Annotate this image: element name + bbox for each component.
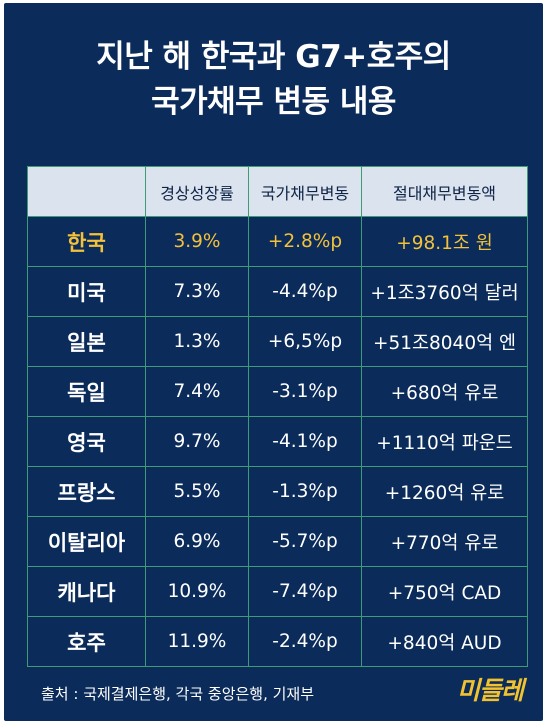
growth-cell: 7.3% bbox=[145, 266, 249, 317]
growth-cell: 5.5% bbox=[145, 466, 249, 517]
growth-cell: 3.9% bbox=[145, 216, 249, 267]
country-cell: 캐나다 bbox=[27, 566, 146, 617]
growth-cell: 9.7% bbox=[145, 416, 249, 467]
absolute-change-cell: +750억 CAD bbox=[361, 566, 528, 617]
table-row: 한국 3.9% +2.8%p +98.1조 원 bbox=[27, 216, 528, 267]
header-absolute-change: 절대채무변동액 bbox=[361, 166, 528, 217]
table-header-row: 경상성장률 국가채무변동 절대채무변동액 bbox=[27, 166, 528, 217]
country-cell: 미국 bbox=[27, 266, 146, 317]
source-note: 출처 : 국제결제은행, 각국 중앙은행, 기재부 bbox=[41, 685, 315, 703]
absolute-change-cell: +1260억 유로 bbox=[361, 466, 528, 517]
country-cell: 일본 bbox=[27, 316, 146, 367]
title-line-1: 지난 해 한국과 G7+호주의 bbox=[96, 39, 451, 75]
table-row: 호주 11.9% -2.4%p +840억 AUD bbox=[27, 616, 528, 667]
growth-cell: 7.4% bbox=[145, 366, 249, 417]
absolute-change-cell: +98.1조 원 bbox=[361, 216, 528, 267]
table-row: 미국 7.3% -4.4%p +1조3760억 달러 bbox=[27, 266, 528, 317]
country-cell: 한국 bbox=[27, 216, 146, 267]
debt-table: 경상성장률 국가채무변동 절대채무변동액 한국 3.9% +2.8%p +98.1조 … bbox=[27, 166, 528, 667]
table-row: 이탈리아 6.9% -5.7%p +770억 유로 bbox=[27, 516, 528, 567]
country-cell: 프랑스 bbox=[27, 466, 146, 517]
table-row: 캐나다 10.9% -7.4%p +750억 CAD bbox=[27, 566, 528, 617]
brand-logo: 미들레 bbox=[457, 676, 524, 705]
growth-cell: 1.3% bbox=[145, 316, 249, 367]
debt-change-cell: -7.4%p bbox=[248, 566, 362, 617]
table-row: 일본 1.3% +6,5%p +51조8040억 엔 bbox=[27, 316, 528, 367]
debt-change-cell: +2.8%p bbox=[248, 216, 362, 267]
country-cell: 독일 bbox=[27, 366, 146, 417]
debt-change-cell: -4.4%p bbox=[248, 266, 362, 317]
country-cell: 영국 bbox=[27, 416, 146, 467]
debt-change-cell: -4.1%p bbox=[248, 416, 362, 467]
growth-cell: 11.9% bbox=[145, 616, 249, 667]
absolute-change-cell: +680억 유로 bbox=[361, 366, 528, 417]
debt-change-cell: -3.1%p bbox=[248, 366, 362, 417]
absolute-change-cell: +770억 유로 bbox=[361, 516, 528, 567]
country-cell: 이탈리아 bbox=[27, 516, 146, 567]
header-growth: 경상성장률 bbox=[145, 166, 249, 217]
table-row: 독일 7.4% -3.1%p +680억 유로 bbox=[27, 366, 528, 417]
debt-change-cell: -2.4%p bbox=[248, 616, 362, 667]
country-cell: 호주 bbox=[27, 616, 146, 667]
header-blank-cell bbox=[27, 166, 146, 217]
title-line-2: 국가채무 변동 내용 bbox=[151, 84, 396, 120]
growth-cell: 6.9% bbox=[145, 516, 249, 567]
absolute-change-cell: +840억 AUD bbox=[361, 616, 528, 667]
absolute-change-cell: +1조3760억 달러 bbox=[361, 266, 528, 317]
growth-cell: 10.9% bbox=[145, 566, 249, 617]
debt-change-cell: -5.7%p bbox=[248, 516, 362, 567]
absolute-change-cell: +51조8040억 엔 bbox=[361, 316, 528, 367]
page-title: 지난 해 한국과 G7+호주의 국가채무 변동 내용 bbox=[4, 35, 543, 125]
table-body: 한국 3.9% +2.8%p +98.1조 원 미국 7.3% -4.4%p +1조3760억… bbox=[27, 216, 528, 667]
table-row: 프랑스 5.5% -1.3%p +1260억 유로 bbox=[27, 466, 528, 517]
debt-change-cell: -1.3%p bbox=[248, 466, 362, 517]
absolute-change-cell: +1110억 파운드 bbox=[361, 416, 528, 467]
debt-change-cell: +6,5%p bbox=[248, 316, 362, 367]
table-row: 영국 9.7% -4.1%p +1110억 파운드 bbox=[27, 416, 528, 467]
header-debt-change: 국가채무변동 bbox=[248, 166, 362, 217]
infographic-card: 지난 해 한국과 G7+호주의 국가채무 변동 내용 경상성장률 국가채무변동 … bbox=[4, 3, 543, 721]
